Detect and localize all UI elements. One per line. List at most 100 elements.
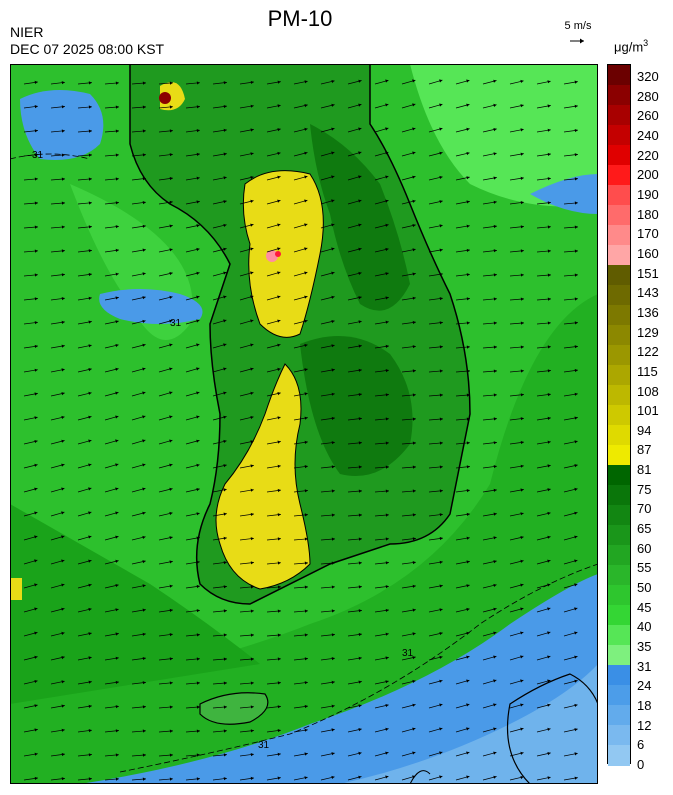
wind-arrow-head (493, 249, 497, 253)
wind-reference-arrow-icon (570, 38, 584, 44)
wind-arrow-head (574, 321, 578, 325)
legend-label: 50 (637, 580, 652, 596)
wind-arrow-head (358, 271, 362, 275)
wind-arrow-head (385, 296, 389, 300)
wind-arrow-head (493, 152, 497, 156)
wind-arrow-head (196, 681, 200, 685)
wind-arrow-head (142, 705, 146, 709)
wind-arrow-head (385, 320, 389, 324)
wind-arrow-head (304, 127, 308, 131)
wind-arrow-head (331, 465, 335, 469)
wind-arrow-head (412, 441, 416, 445)
legend-label: 94 (637, 422, 652, 438)
wind-arrow-head (385, 247, 389, 252)
wind-arrow-head (142, 319, 146, 323)
wind-arrow-head (331, 127, 335, 131)
wind-arrow-head (277, 488, 281, 493)
wind-arrow-head (547, 776, 551, 780)
legend-label: 160 (637, 245, 659, 261)
legend-label: 320 (637, 69, 659, 84)
wind-arrow-head (547, 583, 551, 587)
wind-arrow-head (385, 127, 389, 131)
wind-arrow-head (385, 561, 389, 565)
wind-arrow-head (385, 751, 389, 755)
wind-arrow-head (34, 225, 38, 229)
wind-arrow-head (142, 777, 146, 781)
legend-label: 31 (637, 658, 652, 674)
wind-arrow-head (304, 416, 308, 420)
wind-arrow-head (385, 465, 389, 469)
wind-arrow-head (169, 129, 173, 133)
wind-arrow-head (277, 729, 281, 733)
wind-arrow-head (277, 633, 281, 637)
wind-arrow-head (466, 631, 470, 635)
wind-arrow-head (142, 248, 146, 252)
wind-arrow-head (439, 272, 443, 276)
wind-arrow-head (574, 345, 578, 349)
wind-arrow-head (439, 703, 443, 707)
wind-arrow-head (196, 343, 200, 347)
wind-arrow-head (304, 633, 308, 637)
wind-arrow-head (277, 199, 281, 203)
wind-arrow-head (439, 679, 443, 683)
wind-arrow-head (547, 607, 551, 611)
wind-arrow-head (61, 680, 65, 684)
wind-arrow-head (331, 175, 335, 179)
wind-arrow-head (88, 272, 92, 277)
wind-arrow-head (142, 487, 146, 491)
wind-arrow-head (412, 632, 416, 636)
tsushima-coast (409, 770, 431, 784)
wind-arrow-head (88, 559, 92, 563)
wind-arrow-head (34, 535, 38, 539)
wind-arrow-head (466, 345, 470, 349)
contour-label-north: 31 (32, 150, 44, 161)
wind-arrow-head (61, 777, 65, 781)
wind-arrow-head (88, 296, 92, 300)
legend-label: 60 (637, 540, 652, 556)
wind-arrow-head (466, 224, 470, 228)
wind-arrow-head (250, 633, 254, 637)
southeast-blue-area (80, 574, 598, 784)
wind-arrow-head (466, 775, 470, 779)
wind-arrow-head (115, 296, 119, 300)
wind-arrow-head (304, 295, 308, 299)
wind-arrow-head (34, 704, 38, 708)
wind-arrow-head (223, 681, 227, 685)
wind-arrow-head (412, 608, 416, 612)
wind-arrow-head (412, 417, 416, 421)
wind-arrow-head (169, 681, 173, 685)
wind-arrow-head (196, 536, 200, 540)
wind-arrow-head (331, 561, 335, 565)
contour-label-west: 31 (170, 318, 182, 329)
wind-arrow-head (169, 319, 173, 323)
wind-arrow-head (439, 727, 443, 731)
wind-arrow-head (169, 415, 173, 419)
wind-arrow-head (34, 487, 38, 491)
wind-arrow-head (547, 679, 551, 683)
wind-arrow-head (574, 752, 578, 756)
wind-arrow-head (547, 201, 551, 205)
wind-arrow-head (385, 513, 389, 517)
wind-arrow-head (385, 223, 389, 227)
wind-arrow-head (277, 513, 281, 517)
wind-arrow-head (34, 416, 38, 420)
wind-arrow-head (466, 248, 470, 252)
legend-label: 200 (637, 167, 659, 183)
wind-arrow-head (466, 751, 470, 755)
wind-arrow-head (61, 559, 65, 563)
wind-arrow-head (574, 607, 578, 611)
wind-arrow-head (304, 271, 308, 275)
wind-arrow-head (34, 655, 38, 659)
wind-arrow-head (412, 584, 416, 588)
wind-arrow-head (115, 153, 119, 157)
wind-arrow-head (61, 415, 65, 419)
wind-arrow-head (520, 488, 524, 492)
legend-label: 40 (637, 619, 652, 635)
wind-arrow-head (169, 200, 173, 204)
wind-arrow-head (61, 320, 65, 324)
wind-arrow-head (142, 272, 146, 276)
wind-arrow-head (169, 511, 173, 516)
wind-arrow-head (358, 704, 362, 708)
wind-arrow-head (493, 727, 497, 731)
wind-arrow-head (34, 344, 38, 348)
